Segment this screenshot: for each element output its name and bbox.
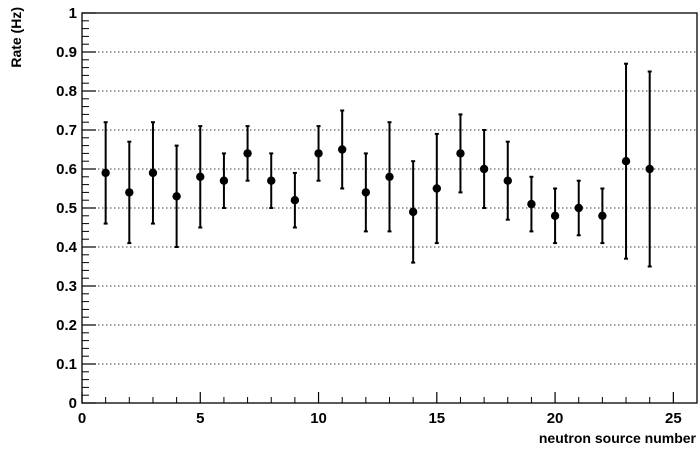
data-point bbox=[290, 196, 300, 205]
x-tick-label: 0 bbox=[78, 410, 86, 427]
x-axis-title: neutron source number bbox=[539, 430, 697, 446]
y-tick-label: 0.4 bbox=[56, 239, 78, 256]
x-tick-label: 20 bbox=[547, 410, 564, 427]
grid-lines bbox=[82, 51, 697, 365]
data-point bbox=[243, 149, 252, 158]
data-point bbox=[314, 149, 323, 158]
data-point bbox=[125, 188, 134, 197]
data-point bbox=[432, 184, 442, 193]
data-point bbox=[456, 149, 465, 158]
y-tick-label: 0.5 bbox=[56, 200, 77, 217]
data-point bbox=[219, 176, 229, 185]
x-tick-labels: 0 5 10 15 20 25 bbox=[78, 410, 682, 427]
data-point bbox=[385, 172, 394, 181]
data-point bbox=[337, 145, 347, 154]
plot-frame bbox=[81, 12, 698, 404]
y-axis-title: Rate (Hz) bbox=[8, 7, 24, 68]
x-tick-label: 15 bbox=[428, 410, 445, 427]
y-tick-label: 0.8 bbox=[56, 83, 77, 100]
y-tick-label: 0.6 bbox=[56, 161, 77, 178]
error-bars bbox=[103, 62, 652, 268]
x-tick-label: 25 bbox=[665, 410, 682, 427]
minor-ticks bbox=[82, 20, 698, 403]
x-tick-label: 5 bbox=[196, 410, 204, 427]
data-point bbox=[503, 176, 512, 185]
data-point bbox=[361, 188, 371, 197]
data-point bbox=[408, 207, 418, 217]
data-point bbox=[101, 168, 110, 178]
data-point bbox=[645, 164, 654, 174]
data-point bbox=[598, 211, 607, 220]
data-point bbox=[196, 172, 205, 181]
y-tick-label: 0.2 bbox=[56, 317, 77, 334]
y-tick-label: 0.3 bbox=[56, 278, 77, 295]
data-point bbox=[479, 164, 489, 174]
y-tick-label: 0.1 bbox=[56, 356, 77, 373]
y-tick-label: 0 bbox=[69, 395, 77, 412]
y-tick-label: 1 bbox=[69, 5, 77, 22]
data-point bbox=[550, 211, 560, 220]
y-tick-labels: 0 0.1 0.2 0.3 0.4 0.5 0.6 0.7 0.8 0.9 1 bbox=[56, 5, 78, 412]
data-point bbox=[267, 176, 276, 185]
y-tick-label: 0.7 bbox=[56, 122, 77, 139]
data-point bbox=[172, 192, 181, 201]
data-point bbox=[527, 199, 536, 209]
data-points bbox=[101, 145, 654, 220]
y-tick-label: 0.9 bbox=[56, 44, 77, 61]
data-point bbox=[574, 203, 583, 213]
data-point bbox=[621, 157, 631, 166]
x-tick-label: 10 bbox=[310, 410, 327, 427]
data-point bbox=[148, 168, 158, 178]
